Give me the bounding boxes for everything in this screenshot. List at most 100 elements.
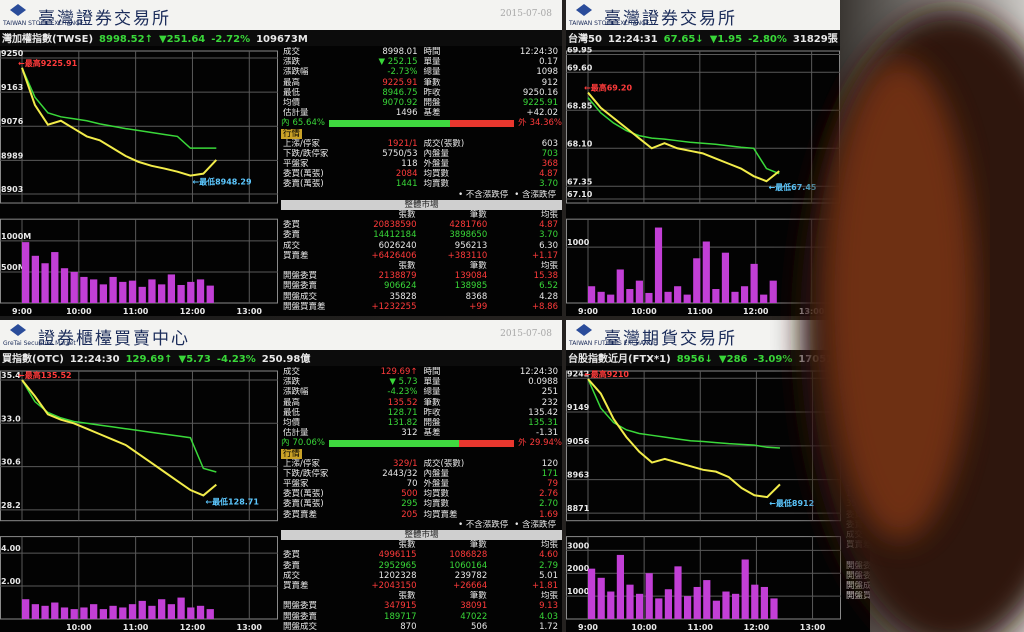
table-cell: 9250.16 [522, 87, 558, 98]
in-value: 65.64% [292, 118, 325, 129]
title-part: -4.23% [216, 354, 256, 365]
table-row: 最低 128.71 昨收 135.42 [281, 408, 562, 418]
y-tick-label: 28.2 [1, 501, 21, 510]
table-row: 委賣 14412184 3898650 3.70 [281, 230, 562, 240]
in-label: 內 65.64% [281, 118, 325, 128]
out-value: 29.94% [529, 438, 562, 449]
table-cell: 最低 [283, 87, 301, 98]
table-cell: -1.31 [536, 428, 558, 439]
volume-bar [60, 268, 69, 303]
in-out-bar [328, 439, 515, 447]
table-cell: 最高 [283, 77, 301, 88]
high-label: ←最高135.52 [18, 370, 72, 380]
volume-bar [158, 284, 166, 303]
table-cell: 4.03 [539, 611, 558, 622]
table-cell: 內盤量 [423, 468, 450, 479]
table-cell: 703 [541, 148, 558, 159]
table-cell: 均價 [283, 417, 301, 428]
volume-bar [664, 291, 672, 303]
table-row: 漲跌 ▼ 5.73 單量 0.0988 [281, 377, 562, 387]
volume-bar [31, 604, 40, 619]
y-tick-label: 8963 [567, 471, 589, 480]
table-cell: 2443/32 [382, 468, 418, 479]
org-english: TAIWAN STOCK EXCHANGE [569, 20, 650, 27]
table-cell: 4.60 [539, 550, 558, 561]
table-cell: 昨收 [423, 87, 441, 98]
table-cell: 12:24:30 [519, 367, 558, 377]
table-cell: 買賣差 [283, 250, 309, 261]
table-cell: +99 [469, 301, 488, 312]
table-cell: 平盤家 [283, 479, 309, 490]
column-header: 筆數 [469, 260, 487, 271]
volume-bar [109, 276, 117, 303]
table-row: 委買 4996115 1086828 4.60 [281, 550, 562, 560]
table-cell: 1496 [395, 108, 418, 119]
volume-bar [664, 589, 672, 619]
table-cell: 時間 [423, 47, 441, 57]
logo-shape [576, 324, 592, 336]
table-cell: 70 [406, 479, 418, 490]
volume-bar [683, 596, 692, 619]
title-part: 129.69↑ [125, 354, 173, 365]
table-row: 開盤委買 347915 38091 9.13 [281, 601, 562, 611]
x-tick-label: 12:00 [180, 623, 206, 632]
in-name: 內 [281, 438, 290, 449]
table-cell: 開盤委買 [283, 601, 318, 612]
title-part: ▼1.95 [709, 34, 743, 45]
table-cell: 9.13 [539, 601, 558, 612]
table-cell: 4.87 [539, 169, 558, 180]
y-tick-label: 68.10 [567, 139, 593, 148]
x-tick-label: 11:00 [123, 623, 149, 632]
out-name: 外 [518, 438, 527, 449]
table-cell: 開盤 [423, 417, 441, 428]
y-tick-label: 9163 [1, 83, 23, 92]
column-header: 張數 [398, 210, 416, 220]
y-tick-label: 69.60 [567, 63, 593, 72]
volume-bar [770, 598, 778, 619]
high-label: ←最高69.20 [584, 83, 632, 93]
price-chart: 10:00 11:00 12:00 13:00 35.4 33.0 30.6 28.2 4.00… [0, 370, 278, 632]
table-row: 委買(萬張) 2084 均買數 4.87 [281, 169, 562, 179]
table-cell: 1098 [536, 67, 558, 78]
table-cell: 均買數 [423, 169, 450, 180]
table-cell: 委買 [283, 550, 301, 561]
table-cell: +8.86 [531, 301, 558, 312]
title-part: ▼5.73 [178, 354, 211, 365]
table-cell: 9225.91 [522, 97, 558, 108]
table-cell: 3.70 [539, 230, 558, 241]
table-row: 開盤委賣 906624 138985 6.52 [281, 281, 562, 291]
in-value: 70.06% [292, 438, 325, 449]
table-cell: 單量 [423, 57, 441, 68]
table-cell: 成交 [283, 47, 301, 57]
logo-icon [10, 4, 26, 16]
x-tick-label: 11:00 [123, 307, 149, 316]
table-cell: 均價 [283, 97, 301, 108]
note-row: • 不含漲跌停 • 含漲跌停 [281, 520, 562, 530]
tag-row: 行情 [281, 128, 562, 139]
table-cell: 128.71 [387, 407, 418, 418]
table-cell: 平盤家 [283, 159, 309, 170]
volume-bar [712, 600, 720, 619]
table-cell: ▼ 5.73 [389, 377, 418, 388]
table-cell: 171 [541, 468, 558, 479]
y-tick-label: 33.0 [1, 414, 21, 423]
table-cell: 2.79 [539, 560, 558, 571]
volume-bar [119, 607, 127, 619]
table-cell: 基差 [423, 108, 441, 119]
table-cell: 135.42 [528, 407, 558, 418]
x-tick-label: 10:00 [66, 623, 92, 632]
table-cell: 開盤成交 [846, 580, 870, 591]
tag: 行情 [281, 128, 303, 139]
table-cell: 2084 [395, 169, 418, 180]
table-row: 開盤委買 2138879 139084 15.38 [281, 271, 562, 281]
title-bar: 灣加權指數(TWSE) 8998.52↑ ▼251.64 -2.72% 109673M [0, 30, 562, 46]
table-cell: 單量 [423, 377, 441, 388]
table-cell: 2138879 [378, 271, 417, 282]
column-header: 張數 [398, 591, 416, 602]
title-part: -2.72% [211, 34, 251, 45]
table-cell: 35828 [389, 291, 417, 302]
table-cell: 委買賣差 [283, 509, 318, 520]
volume-bar [158, 599, 166, 619]
low-label: ←最低67.45 [768, 182, 816, 192]
x-tick-label: 13:00 [237, 623, 263, 632]
